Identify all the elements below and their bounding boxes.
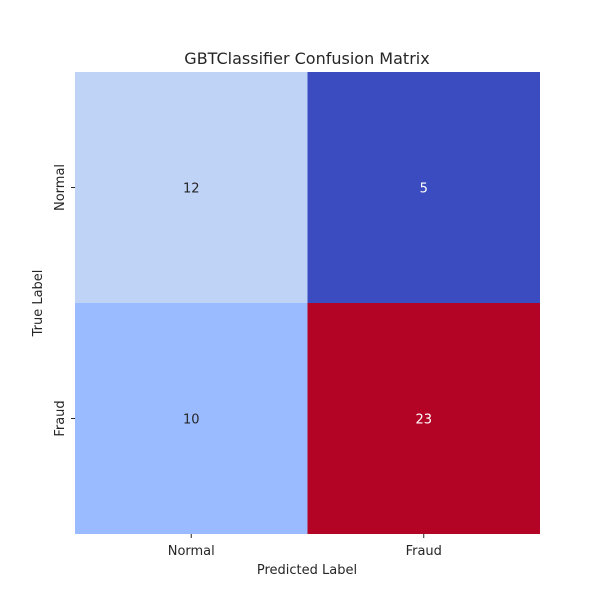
y-tick-label: Normal [53, 164, 68, 211]
x-tick-label: Fraud [406, 544, 442, 559]
y-tick-label: Fraud [53, 400, 68, 436]
y-axis-label: True Label [31, 270, 46, 338]
x-axis-label: Predicted Label [257, 563, 357, 578]
cell-value-label-1-1: 23 [415, 413, 432, 428]
cell-value-label-1-0: 10 [183, 413, 200, 428]
y-axis-ticks: Normal Fraud [53, 164, 75, 437]
heatmap-cell-1-1 [307, 303, 540, 534]
cell-value-label-0-1: 5 [420, 182, 428, 197]
heatmap-cell-1-0 [75, 303, 308, 534]
heatmap-cell-0-1 [307, 72, 540, 303]
heatmap-cell-0-0 [75, 72, 308, 303]
x-tick-label: Normal [168, 544, 215, 559]
chart-title: GBTClassifier Confusion Matrix [184, 49, 429, 68]
cell-value-label-0-0: 12 [183, 182, 200, 197]
heatmap-cells: 12 5 10 23 [75, 72, 540, 534]
x-axis-ticks: Normal Fraud [168, 534, 442, 559]
